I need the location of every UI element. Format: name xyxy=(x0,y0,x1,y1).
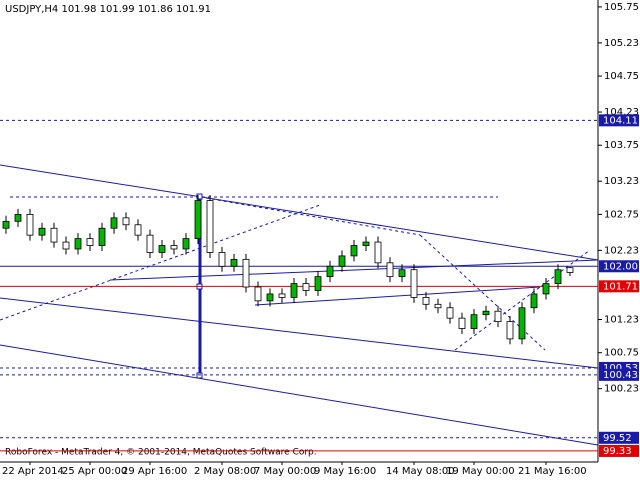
candle-body xyxy=(458,317,466,329)
price-level-box xyxy=(599,368,639,381)
candle-body xyxy=(14,214,22,222)
candle-body xyxy=(86,238,94,246)
candle-body xyxy=(542,283,550,295)
candle-body xyxy=(374,241,382,264)
candle-body xyxy=(518,307,526,340)
price-level-label: 99.52 xyxy=(603,433,632,444)
candle-body xyxy=(206,200,214,253)
y-tick-label: 101.23 xyxy=(604,315,639,326)
y-tick-label: 104.23 xyxy=(604,107,639,118)
price-level-label: 102.00 xyxy=(603,261,638,272)
candle-body xyxy=(278,293,286,298)
price-level-label: 100.53 xyxy=(603,363,638,374)
y-tick-label: 105.75 xyxy=(604,2,639,13)
price-level-label: 101.71 xyxy=(603,281,638,292)
candle-body xyxy=(74,238,82,250)
candle-body xyxy=(566,267,574,273)
x-tick-label: 7 May 00:00 xyxy=(254,466,316,477)
candle-body xyxy=(434,303,442,309)
candle-body xyxy=(230,258,238,267)
candle-body xyxy=(218,252,226,267)
candle-body xyxy=(422,296,430,305)
price-level-box xyxy=(599,114,639,127)
candle-body xyxy=(158,245,166,253)
x-tick-label: 9 May 16:00 xyxy=(314,466,376,477)
candle-body xyxy=(254,286,262,302)
x-tick-label: 25 Apr 00:00 xyxy=(62,466,127,477)
price-level-box xyxy=(599,444,639,457)
price-level-box xyxy=(599,280,639,293)
y-tick-label: 105.23 xyxy=(604,38,639,49)
price-level-label: 104.11 xyxy=(603,115,638,126)
candle-body xyxy=(302,283,310,291)
y-tick-label: 102.23 xyxy=(604,245,639,256)
candle-body xyxy=(362,241,370,246)
candle-body xyxy=(386,262,394,278)
candle-body xyxy=(266,293,274,302)
candle-body xyxy=(314,276,322,291)
candle-body xyxy=(482,310,490,316)
candle-body xyxy=(410,269,418,298)
candle-body xyxy=(242,258,250,288)
candle-body xyxy=(530,293,538,309)
candle-body xyxy=(26,214,34,236)
price-level-label: 99.33 xyxy=(603,446,632,457)
candle-body xyxy=(470,314,478,329)
candle-body xyxy=(350,245,358,257)
trend-lines xyxy=(0,164,599,446)
footer: RoboForex - MetaTrader 4, © 2001-2014, M… xyxy=(5,448,317,458)
x-tick-label: 29 Apr 16:00 xyxy=(122,466,187,477)
price-level-box xyxy=(599,260,639,273)
x-tick-label: 14 May 08:00 xyxy=(386,466,455,477)
y-tick-label: 103.23 xyxy=(604,176,639,187)
y-tick-label: 102.75 xyxy=(604,209,639,220)
candle-body xyxy=(506,321,514,340)
x-tick-label: 21 May 16:00 xyxy=(518,466,587,477)
candle-body xyxy=(170,245,178,250)
x-tick-label: 19 May 00:00 xyxy=(446,466,515,477)
candle-body xyxy=(110,217,118,229)
candle-body xyxy=(38,227,46,236)
candle-body xyxy=(182,238,190,250)
candle-body xyxy=(122,217,130,226)
x-tick-label: 2 May 08:00 xyxy=(194,466,256,477)
candle-body xyxy=(194,200,202,240)
candle-body xyxy=(494,310,502,323)
x-tick-label: 22 Apr 2014 xyxy=(2,466,64,477)
candle-body xyxy=(338,255,346,267)
candle-body xyxy=(134,224,142,236)
candle-body xyxy=(446,307,454,319)
candle-body xyxy=(326,265,334,278)
candle-body xyxy=(62,241,70,250)
price-level-box xyxy=(599,431,639,444)
candle-body xyxy=(554,269,562,284)
y-tick-label: 104.75 xyxy=(604,71,639,82)
candle-body xyxy=(398,269,406,278)
price-level-label: 100.43 xyxy=(603,370,638,381)
y-tick-label: 100.75 xyxy=(604,348,639,359)
candle-body xyxy=(146,234,154,253)
candle-body xyxy=(50,227,58,243)
candle-body xyxy=(2,220,10,229)
chart-title: USDJPY,H4 101.98 101.99 101.86 101.91 xyxy=(5,4,211,15)
candle-body xyxy=(290,283,298,298)
y-tick-label: 100.23 xyxy=(604,384,639,395)
candle-body xyxy=(98,227,106,246)
y-tick-label: 103.75 xyxy=(604,140,639,151)
